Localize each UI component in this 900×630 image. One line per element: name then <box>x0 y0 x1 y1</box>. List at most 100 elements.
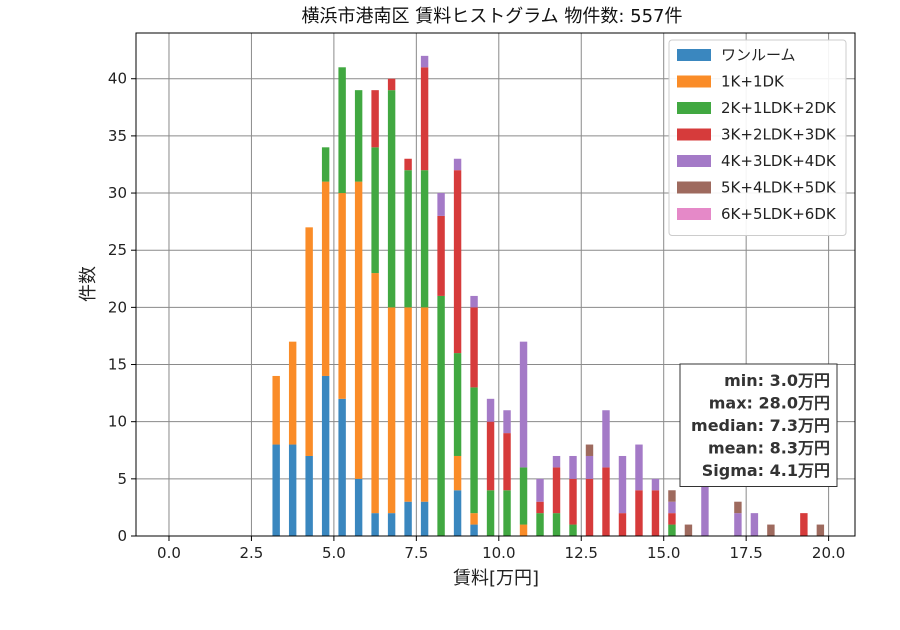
legend-label: 2K+1LDK+2DK <box>721 99 837 117</box>
legend-swatch <box>677 155 711 167</box>
x-tick-label: 10.0 <box>482 544 515 562</box>
histogram-bar <box>387 90 396 308</box>
histogram-bar <box>420 307 429 502</box>
y-tick-label: 40 <box>108 70 127 88</box>
histogram-bar <box>585 478 594 536</box>
histogram-bar <box>437 215 445 296</box>
y-tick-label: 35 <box>108 127 127 145</box>
histogram-bar <box>371 273 379 514</box>
histogram-bar <box>338 67 346 194</box>
histogram-bar <box>552 455 561 468</box>
histogram-bar <box>585 455 594 479</box>
histogram-bar <box>602 467 610 536</box>
histogram-bar <box>371 147 379 274</box>
histogram-bar <box>668 501 676 514</box>
y-tick-label: 25 <box>108 241 127 259</box>
legend-swatch <box>677 102 711 114</box>
histogram-bar <box>420 170 429 308</box>
y-axis-ticks: 0 5 10 15 20 25 30 35 40 <box>108 70 136 545</box>
histogram-bar <box>305 227 313 456</box>
histogram-bar <box>734 513 742 536</box>
histogram-bar <box>701 478 709 536</box>
stats-frame <box>679 363 838 487</box>
histogram-bar <box>453 170 462 354</box>
histogram-bar <box>371 513 379 536</box>
histogram-bar <box>453 490 462 536</box>
histogram-bar <box>321 181 330 376</box>
histogram-bar <box>420 67 429 171</box>
x-tick-label: 20.0 <box>812 544 845 562</box>
histogram-bar <box>305 455 313 536</box>
histogram-bar <box>552 467 561 514</box>
x-tick-label: 0.0 <box>157 544 181 562</box>
histogram-bar <box>354 90 363 182</box>
y-tick-label: 0 <box>117 527 127 545</box>
histogram-bar <box>536 478 544 502</box>
legend-label: 1K+1DK <box>721 73 785 91</box>
histogram-bar <box>585 444 594 456</box>
histogram-bar <box>272 444 280 536</box>
histogram-bar <box>536 501 544 514</box>
histogram-bar <box>552 513 561 536</box>
legend-label: 4K+3LDK+4DK <box>721 152 837 170</box>
histogram-bar <box>519 341 528 468</box>
histogram-bar <box>668 513 676 525</box>
histogram-bar <box>453 158 462 171</box>
histogram-bar <box>321 147 330 182</box>
histogram-bar <box>404 501 412 536</box>
histogram-bar <box>569 478 577 525</box>
histogram-bar <box>387 307 396 514</box>
legend-label: ワンルーム <box>721 46 796 64</box>
x-tick-label: 5.0 <box>322 544 346 562</box>
legend-swatch <box>677 75 711 88</box>
histogram-bar <box>338 398 346 536</box>
legend-label: 6K+5LDK+6DK <box>721 205 837 223</box>
histogram-bar <box>503 410 511 434</box>
histogram-bar <box>668 490 676 502</box>
histogram-bar <box>618 455 627 514</box>
histogram-bar <box>503 490 511 536</box>
histogram-bar <box>437 295 445 536</box>
histogram-bar <box>354 181 363 479</box>
x-axis-title: 賃料[万円] <box>453 568 539 589</box>
histogram-bar <box>486 421 495 491</box>
stats-line: max: 28.0万円 <box>709 394 830 413</box>
histogram-bar <box>338 193 346 399</box>
histogram-bar <box>635 490 643 536</box>
histogram-bar <box>288 444 297 536</box>
bars-layer <box>272 55 825 536</box>
stats-line: median: 7.3万円 <box>691 416 830 435</box>
histogram-bar <box>618 513 627 536</box>
legend-label: 5K+4LDK+5DK <box>721 179 837 197</box>
histogram-bar <box>519 524 528 536</box>
histogram-bar <box>387 513 396 536</box>
stats-line: Sigma: 4.1万円 <box>702 461 830 480</box>
stats-line: mean: 8.3万円 <box>708 439 830 458</box>
histogram-bar <box>734 501 742 514</box>
y-tick-label: 10 <box>108 413 127 431</box>
histogram-bar <box>536 513 544 536</box>
x-tick-label: 7.5 <box>404 544 428 562</box>
legend-label: 3K+2LDK+3DK <box>721 126 837 144</box>
histogram-bar <box>684 524 693 536</box>
histogram-bar <box>767 524 775 536</box>
x-tick-label: 2.5 <box>240 544 264 562</box>
histogram-bar <box>387 78 396 91</box>
legend-swatch <box>677 208 711 220</box>
histogram-bar <box>420 55 429 68</box>
legend: ワンルーム 1K+1DK 2K+1LDK+2DK 3K+2LDK+3DK 4K+3LDK… <box>668 39 847 236</box>
histogram-bar <box>470 513 478 525</box>
histogram-bar <box>651 490 660 536</box>
histogram-bar <box>420 501 429 536</box>
histogram-bar <box>503 433 511 491</box>
histogram-bar <box>404 158 412 171</box>
y-tick-label: 15 <box>108 356 127 374</box>
axes-frame <box>135 32 856 537</box>
legend-box <box>668 39 847 236</box>
histogram-bar <box>470 307 478 388</box>
legend-swatch <box>677 49 711 61</box>
histogram-bar <box>437 193 445 216</box>
histogram-bar <box>288 341 297 445</box>
x-tick-label: 15.0 <box>647 544 680 562</box>
